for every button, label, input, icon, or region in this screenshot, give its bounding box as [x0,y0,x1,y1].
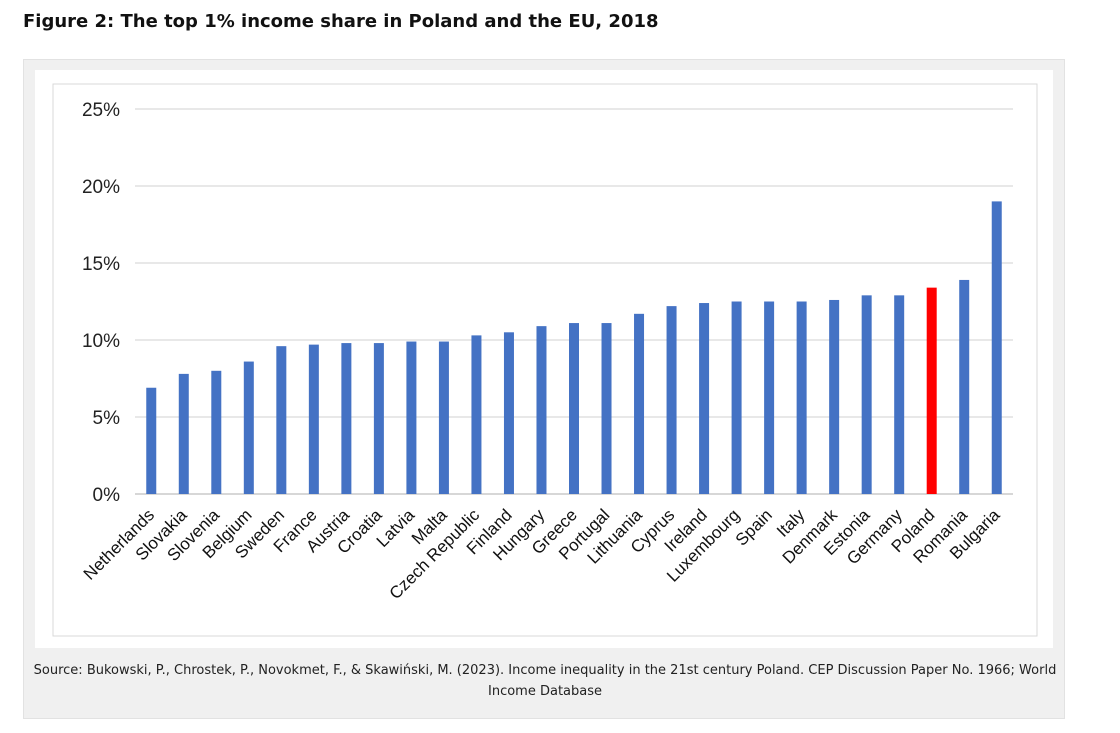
x-axis-labels: NetherlandsSlovakiaSloveniaBelgiumSweden… [80,505,1004,603]
plot-frame [52,83,1038,637]
bar-hungary [536,326,547,494]
bar-latvia [406,341,417,494]
bar-malta [438,341,449,494]
bar-portugal [601,323,612,494]
figure-title: Figure 2: The top 1% income share in Pol… [23,11,659,32]
bar-czech-republic [471,335,482,494]
bar-poland [926,287,937,494]
bar-denmark [829,299,840,494]
x-label-spain: Spain [732,505,776,549]
bar-lithuania [634,313,645,494]
bar-austria [341,343,352,494]
bar-germany [894,295,905,494]
bar-italy [796,301,807,494]
bar-slovenia [211,370,222,494]
bar-bulgaria [991,201,1002,494]
chart-panel: 0% 5% 10% 15% 20% 25% Netherlands Slovakia Slov… [35,70,1053,648]
source-note: Source: Bukowski, P., Chrostek, P., Novo… [33,663,1057,699]
bar-netherlands [146,387,157,494]
y-tick-label: 25% [82,100,120,121]
bar-finland [503,332,514,494]
y-tick-label: 20% [82,177,120,198]
bar-cyprus [666,306,677,494]
y-tick-label: 5% [93,408,121,429]
bar-estonia [861,295,872,494]
bar-slovakia [178,373,189,494]
bar-chart: 0% 5% 10% 15% 20% 25% NetherlandsSlovakiaSlov… [52,83,1038,637]
bars [146,201,1002,494]
bar-spain [764,301,775,494]
x-label-latvia: Latvia [373,505,419,551]
bar-sweden [276,346,287,494]
bar-luxembourg [731,301,742,494]
y-tick-label: 15% [82,254,120,275]
bar-romania [959,279,970,494]
bar-greece [569,323,579,494]
figure-container: 0% 5% 10% 15% 20% 25% Netherlands Slovakia Slov… [23,59,1065,719]
bar-croatia [373,343,384,494]
y-tick-label: 10% [82,331,120,352]
bar-belgium [243,361,254,494]
y-tick-label: 0% [93,485,121,506]
y-axis-ticks: 0% 5% 10% 15% 20% 25% [82,100,120,506]
bar-france [308,344,319,494]
bar-ireland [699,303,710,494]
